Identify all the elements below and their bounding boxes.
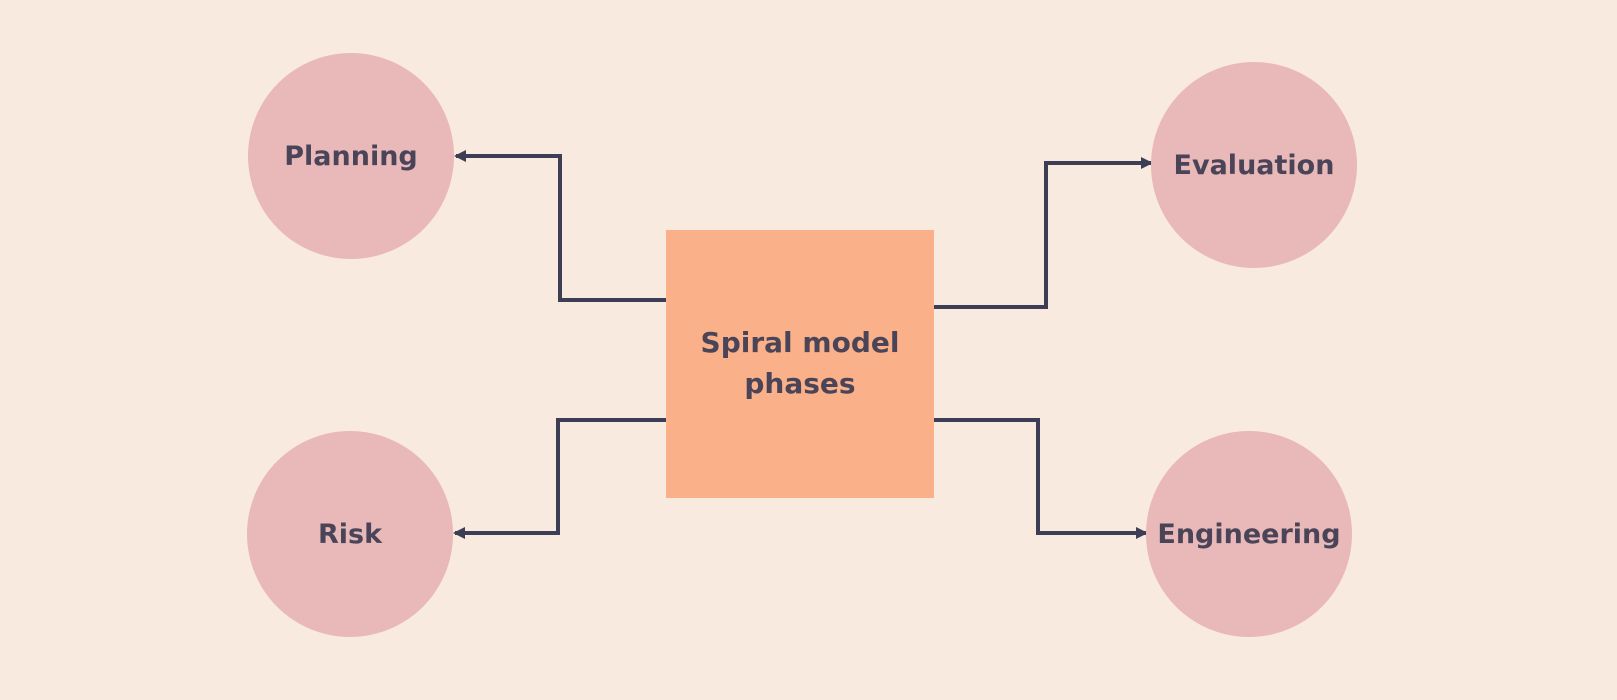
phase-node-evaluation: Evaluation — [1151, 62, 1357, 268]
phase-node-risk: Risk — [247, 431, 453, 637]
center-node-label: Spiral model phases — [700, 326, 900, 400]
connector-to-engineering — [934, 418, 1148, 539]
phase-node-engineering: Engineering — [1146, 431, 1352, 637]
center-node: Spiral model phases — [666, 230, 934, 498]
phase-node-planning: Planning — [248, 53, 454, 259]
phase-label-engineering: Engineering — [1157, 518, 1341, 550]
phase-label-risk: Risk — [317, 518, 383, 550]
phase-label-evaluation: Evaluation — [1173, 149, 1335, 181]
connector-to-evaluation — [934, 157, 1153, 309]
connector-to-planning — [454, 150, 666, 302]
connector-to-risk — [453, 418, 666, 539]
phase-label-planning: Planning — [284, 140, 418, 172]
